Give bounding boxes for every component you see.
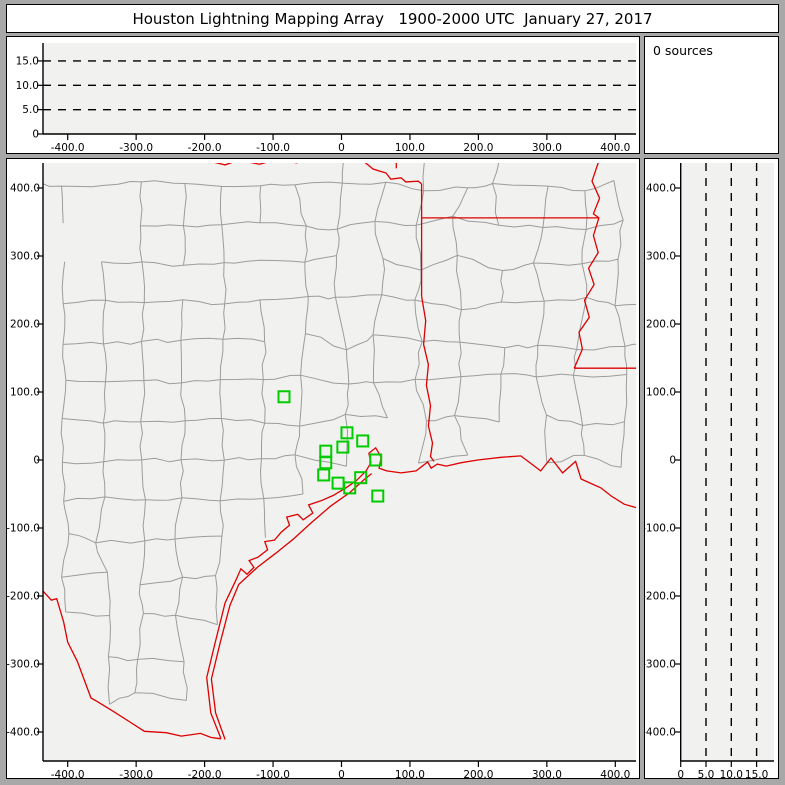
y-axis-tick-label: 0 <box>32 129 39 141</box>
x-axis-tick-label: -300.0 <box>119 769 153 778</box>
y-axis-tick-label: -400.0 <box>7 727 40 739</box>
plot-background <box>680 163 774 761</box>
y-axis-tick-label: 5.0 <box>22 104 39 116</box>
axes: 0 5.0 10.0 15.0 400.0 300.0 200.0 100.0 0 -100.0 -… <box>645 163 774 778</box>
sources-count-label: 0 sources <box>653 43 713 58</box>
map-layers <box>43 163 636 740</box>
lma-station-marker <box>336 440 350 454</box>
gulf-coastline <box>206 446 636 740</box>
x-axis-tick-label: 300.0 <box>532 142 562 153</box>
y-axis-tick-label: 0 <box>33 455 40 467</box>
x-axis-tick-label: -200.0 <box>188 142 222 153</box>
x-axis-tick-label: 5.0 <box>698 769 715 778</box>
y-axis-tick-label: 0 <box>669 455 676 467</box>
y-axis-tick-label: 100.0 <box>10 387 40 399</box>
y-axis-tick-label: 200.0 <box>646 319 676 331</box>
east-west-altitude-plot: -400.0 -300.0 -200.0 -100.0 0 100.0 200.0 300.0… <box>16 43 636 153</box>
y-axis-tick-label: 400.0 <box>646 183 676 195</box>
y-axis-tick-label: 300.0 <box>646 251 676 263</box>
y-axis-tick-label: -100.0 <box>7 523 40 535</box>
y-axis-tick-label: -200.0 <box>645 591 676 603</box>
x-axis-tick-label: 10.0 <box>720 769 743 778</box>
x-axis-tick-label: 100.0 <box>395 142 425 153</box>
y-axis-tick-label: -100.0 <box>645 523 676 535</box>
x-axis-tick-label: -100.0 <box>256 142 290 153</box>
lma-station-marker <box>369 453 383 467</box>
north-south-altitude-panel: 0 5.0 10.0 15.0 400.0 300.0 200.0 100.0 0 -100.0 -… <box>644 158 779 779</box>
x-axis-tick-label: -100.0 <box>256 769 290 778</box>
lma-station-marker <box>356 434 370 448</box>
county-boundaries <box>43 163 636 705</box>
red-river <box>214 163 423 185</box>
x-axis-tick-label: 100.0 <box>395 769 425 778</box>
lma-station-marker <box>317 468 331 482</box>
lma-station-markers <box>277 390 385 503</box>
axes: -400.0 -300.0 -200.0 -100.0 0 100.0 200.0 300.0… <box>16 43 636 153</box>
plan-view-map-plot: -400.0 -300.0 -200.0 -100.0 0 100.0 200.0 300.0… <box>7 163 636 778</box>
north-south-altitude-plot: 0 5.0 10.0 15.0 400.0 300.0 200.0 100.0 0 -100.0 -… <box>645 163 774 778</box>
x-axis-tick-label: 0 <box>338 142 345 153</box>
y-axis-tick-label: -200.0 <box>7 591 40 603</box>
title-bar: Houston Lightning Mapping Array 1900-200… <box>6 4 779 33</box>
lma-station-marker <box>340 426 354 440</box>
sources-panel: 0 sources <box>644 36 779 154</box>
x-axis-tick-label: -300.0 <box>119 142 153 153</box>
lma-station-marker <box>277 390 291 404</box>
y-axis-tick-label: -300.0 <box>7 659 40 671</box>
lma-station-marker <box>371 489 385 503</box>
lma-station-marker <box>319 456 333 470</box>
y-axis-tick-label: 10.0 <box>16 80 39 92</box>
x-axis-tick-label: 0 <box>338 769 345 778</box>
x-axis-tick-label: 200.0 <box>463 142 493 153</box>
axes: -400.0 -300.0 -200.0 -100.0 0 100.0 200.0 300.0… <box>7 163 636 778</box>
x-axis-tick-label: 0 <box>677 769 684 778</box>
x-axis-tick-label: 300.0 <box>532 769 562 778</box>
east-west-altitude-panel: -400.0 -300.0 -200.0 -100.0 0 100.0 200.0 300.0… <box>6 36 640 154</box>
x-axis-tick-label: -400.0 <box>51 142 85 153</box>
y-axis-tick-label: 400.0 <box>10 183 40 195</box>
y-axis-tick-label: 300.0 <box>10 251 40 263</box>
barrier-islands <box>210 473 373 740</box>
x-axis-tick-label: -400.0 <box>51 769 85 778</box>
lma-station-marker <box>343 481 357 495</box>
x-axis-tick-label: 400.0 <box>600 142 630 153</box>
sabine-river <box>420 295 435 462</box>
x-axis-tick-label: -200.0 <box>188 769 222 778</box>
y-axis-tick-label: -400.0 <box>645 727 676 739</box>
y-axis-tick-label: 100.0 <box>646 387 676 399</box>
mississippi-river <box>573 163 601 369</box>
plot-background <box>43 43 636 134</box>
x-axis-tick-label: 400.0 <box>600 769 630 778</box>
rio-grande <box>43 590 222 740</box>
x-axis-tick-label: 200.0 <box>463 769 493 778</box>
state-borders-and-coastline <box>43 163 636 740</box>
y-axis-tick-label: 15.0 <box>16 55 39 67</box>
lma-station-marker <box>354 471 368 485</box>
window-title: Houston Lightning Mapping Array 1900-200… <box>132 9 653 28</box>
x-axis-tick-label: 15.0 <box>745 769 768 778</box>
plan-view-map-panel: -400.0 -300.0 -200.0 -100.0 0 100.0 200.0 300.0… <box>6 158 640 779</box>
y-axis-tick-label: 200.0 <box>10 319 40 331</box>
y-axis-tick-label: -300.0 <box>645 659 676 671</box>
